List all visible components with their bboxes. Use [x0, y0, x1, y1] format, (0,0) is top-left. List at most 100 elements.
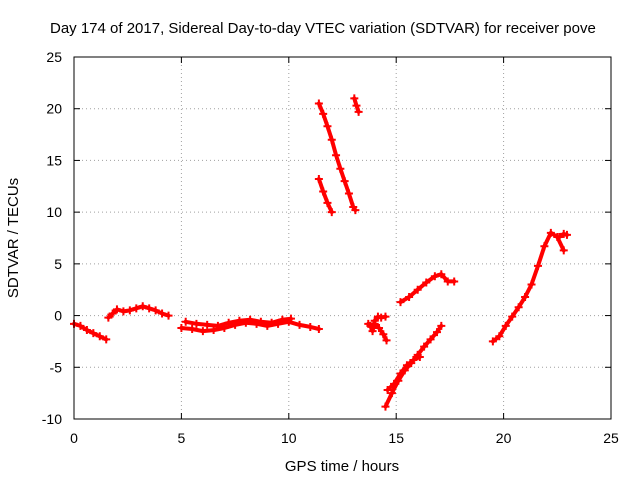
series-trace	[316, 177, 334, 215]
y-tick-label: 10	[46, 204, 62, 220]
x-tick-label: 20	[496, 430, 512, 446]
data-point	[314, 99, 323, 108]
data-point	[82, 326, 91, 335]
data-point	[332, 151, 341, 160]
data-point	[381, 312, 390, 321]
data-point	[495, 332, 504, 341]
data-point	[181, 317, 190, 326]
data-point	[375, 323, 384, 332]
data-point	[402, 361, 411, 370]
tick-labels: 0 5 10 15 20 25 -10 -5 0 5 10 15 20 25	[42, 49, 619, 446]
data-point	[508, 312, 517, 321]
data-point	[314, 175, 323, 184]
series-trace	[316, 101, 358, 213]
chart-title: Day 174 of 2017, Sidereal Day-to-day VTE…	[50, 20, 596, 37]
data-series-9	[370, 319, 391, 345]
data-point	[151, 306, 160, 315]
data-point	[422, 278, 431, 287]
data-point	[336, 164, 345, 173]
data-point	[192, 319, 201, 328]
x-tick-label: 0	[70, 430, 78, 446]
x-axis-label: GPS time / hours	[285, 458, 399, 475]
data-point	[164, 311, 173, 320]
data-point	[138, 302, 147, 311]
data-series-6	[314, 175, 336, 217]
data-point	[415, 352, 424, 361]
data-point	[104, 313, 113, 322]
data-point	[286, 314, 295, 323]
data-point	[405, 292, 414, 301]
data-point	[246, 315, 255, 324]
data-point	[327, 208, 336, 217]
data-point	[387, 389, 396, 398]
data-point	[295, 320, 304, 329]
data-point	[521, 292, 530, 301]
data-point	[527, 280, 536, 289]
plot-frame	[73, 56, 612, 420]
data-point	[450, 277, 459, 286]
data-point	[323, 122, 332, 131]
data-point	[235, 316, 244, 325]
data-series-11	[383, 352, 424, 395]
data-series-7	[350, 94, 363, 116]
x-tick-label: 25	[603, 430, 619, 446]
data-series-14	[555, 229, 571, 241]
data-series-1	[70, 319, 111, 344]
data-point	[430, 272, 439, 281]
data-point	[533, 261, 542, 270]
data-series-2	[104, 302, 173, 322]
series-trace	[383, 323, 444, 409]
data-series-10	[381, 321, 446, 411]
data-point	[437, 321, 446, 330]
data-point	[377, 313, 386, 322]
data-point	[198, 327, 207, 336]
data-point	[379, 330, 388, 339]
y-tick-label: 15	[46, 152, 62, 168]
data-point	[390, 379, 399, 388]
data-series-13	[488, 228, 568, 346]
data-point	[488, 337, 497, 346]
data-point	[514, 303, 523, 312]
data-point	[368, 327, 377, 336]
data-point	[89, 329, 98, 338]
data-point	[370, 319, 379, 328]
data-point	[381, 402, 390, 411]
data-point	[540, 242, 549, 251]
data-point	[366, 321, 375, 330]
data-point	[132, 304, 141, 313]
x-tick-label: 10	[281, 430, 297, 446]
data-point	[559, 246, 568, 255]
data-point	[426, 335, 435, 344]
data-point	[112, 305, 121, 314]
series-trace	[398, 272, 457, 305]
data-point	[323, 198, 332, 207]
data-point	[125, 306, 134, 315]
y-tick-label: 5	[54, 256, 62, 272]
data-point	[420, 342, 429, 351]
data-point	[437, 270, 446, 279]
data-point	[177, 323, 186, 332]
data-point	[188, 325, 197, 334]
data-point	[354, 107, 363, 116]
data-point	[501, 321, 510, 330]
data-point	[108, 309, 117, 318]
data-series-4	[181, 314, 295, 330]
data-marks	[70, 94, 571, 411]
data-point	[433, 328, 442, 337]
data-point	[213, 321, 222, 330]
data-point	[203, 320, 212, 329]
y-tick-label: 25	[46, 49, 62, 65]
data-point	[350, 94, 359, 103]
data-point	[119, 307, 128, 316]
y-tick-label: 20	[46, 101, 62, 117]
data-point	[327, 135, 336, 144]
data-point	[382, 336, 391, 345]
data-point	[396, 369, 405, 378]
data-point	[555, 232, 564, 241]
data-point	[340, 177, 349, 186]
data-point	[352, 101, 361, 110]
data-point	[314, 325, 323, 334]
data-point	[546, 228, 555, 237]
y-tick-label: -10	[42, 411, 62, 427]
